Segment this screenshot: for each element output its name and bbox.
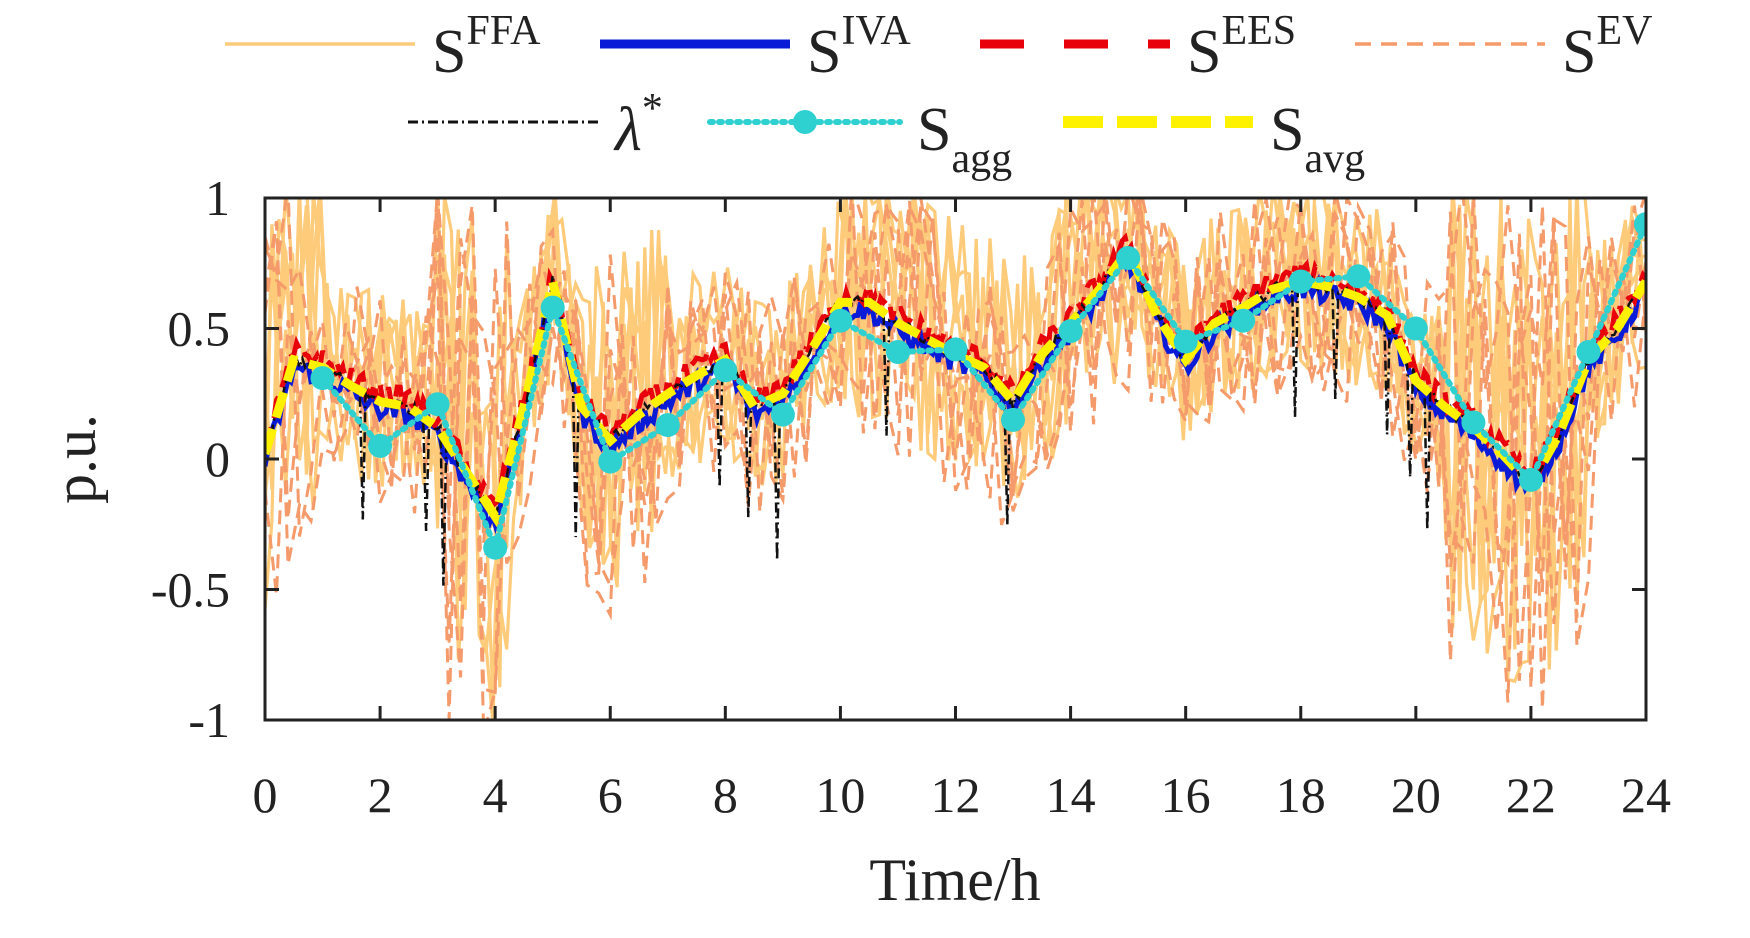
series-agg: [319, 221, 1646, 558]
series-agg-marker: [1288, 269, 1313, 294]
y-tick-label: 1: [205, 170, 230, 226]
y-axis-label: p.u.: [42, 414, 108, 504]
series-agg-marker: [598, 449, 623, 474]
x-axis-label: Time/h: [869, 847, 1040, 913]
x-tick-label: 4: [483, 767, 508, 823]
x-tick-label: 12: [931, 767, 981, 823]
x-axis: 0 2 4 6 8 10 12 14 16 18 20 22 24: [253, 198, 1671, 823]
legend-label-lambda: λ*: [613, 86, 663, 164]
y-axis: 1 0.5 0 -0.5 -1: [151, 170, 1646, 748]
series-layer: [265, 198, 1646, 720]
legend: SFFA SIVA SEES SEV λ* Sagg Savg: [225, 8, 1652, 182]
x-tick-label: 10: [815, 767, 865, 823]
legend-label-ev: SEV: [1562, 8, 1652, 86]
series-agg-marker: [828, 308, 853, 333]
series-avg: [265, 241, 1646, 528]
series-agg-marker: [1403, 316, 1428, 341]
y-tick-label: -0.5: [151, 562, 230, 618]
y-tick-label: 0: [205, 431, 230, 487]
series-agg-marker: [1116, 246, 1141, 270]
series-agg-marker: [310, 366, 335, 391]
x-tick-label: 2: [368, 767, 393, 823]
x-tick-label: 14: [1046, 767, 1096, 823]
y-tick-label: 0.5: [168, 301, 231, 357]
x-tick-label: 0: [253, 767, 278, 823]
series-agg-marker: [886, 340, 910, 364]
legend-label-agg: Sagg: [917, 96, 1012, 182]
legend-label-iva: SIVA: [807, 8, 911, 86]
x-tick-label: 24: [1621, 767, 1671, 823]
series-agg-marker: [1634, 212, 1646, 237]
series-agg-marker: [1576, 340, 1601, 364]
x-tick-label: 20: [1391, 767, 1441, 823]
series-agg-marker: [1518, 467, 1543, 492]
legend-label-ffa: SFFA: [432, 8, 541, 86]
legend-label-avg: Savg: [1270, 96, 1365, 182]
series-agg-marker: [1001, 407, 1025, 432]
series-ev-trace: [265, 198, 1646, 710]
series-agg-marker: [1058, 319, 1083, 344]
series-agg-marker: [368, 433, 393, 458]
series-agg-marker: [483, 535, 508, 560]
series-agg-marker: [943, 337, 968, 362]
x-tick-label: 18: [1276, 767, 1326, 823]
series-agg-marker: [655, 413, 680, 438]
x-tick-label: 22: [1506, 767, 1556, 823]
y-tick-label: -1: [188, 692, 230, 748]
series-agg-marker: [1461, 410, 1486, 435]
series-agg-marker: [425, 392, 450, 417]
series-ev-trace: [265, 198, 1646, 720]
series-agg-marker: [770, 402, 795, 427]
legend-marker-agg: [793, 110, 817, 134]
series-agg-marker: [713, 358, 738, 383]
series-agg-marker: [1173, 329, 1198, 354]
series-agg-marker: [1231, 308, 1256, 333]
legend-label-ees: SEES: [1187, 8, 1296, 86]
series-ev-trace: [265, 198, 1646, 647]
series-agg-marker: [540, 295, 565, 320]
x-tick-label: 16: [1161, 767, 1211, 823]
x-tick-label: 8: [713, 767, 738, 823]
x-tick-label: 6: [598, 767, 623, 823]
series-agg-marker: [1346, 264, 1371, 289]
